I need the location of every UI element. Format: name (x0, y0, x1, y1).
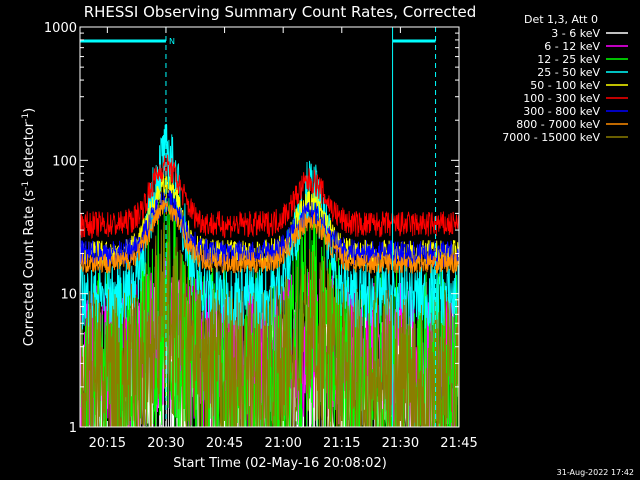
x-tick-label: 21:30 (382, 436, 419, 451)
night-bar-label: N (169, 37, 175, 46)
legend-label: 25 - 50 keV (537, 66, 600, 79)
legend-label: 12 - 25 keV (537, 53, 600, 66)
legend-label: 100 - 300 keV (523, 92, 600, 105)
x-axis-label: Start Time (02-May-16 20:08:02) (173, 456, 387, 471)
legend-label: 7000 - 15000 keV (502, 131, 600, 144)
y-tick-label: 10 (60, 288, 77, 303)
x-tick-label: 20:30 (147, 436, 184, 451)
footer-timestamp: 31-Aug-2022 17:42 (557, 468, 634, 477)
x-tick-label: 21:45 (440, 436, 477, 451)
legend-label: 300 - 800 keV (523, 105, 600, 118)
legend-label: 6 - 12 keV (544, 40, 600, 53)
y-tick-label: 1 (69, 421, 77, 436)
x-tick-label: 20:45 (206, 436, 243, 451)
y-axis: 1 10 100 1000 (44, 21, 459, 436)
x-tick-label: 20:15 (89, 436, 126, 451)
x-tick-label: 21:15 (323, 436, 360, 451)
plot-frame (79, 26, 460, 428)
legend-label: 800 - 7000 keV (516, 118, 600, 131)
y-tick-label: 100 (52, 154, 77, 169)
x-axis: 20:15 20:30 20:45 21:00 21:15 21:30 21:45 (89, 27, 478, 451)
series-line (79, 154, 460, 240)
x-tick-label: 21:00 (264, 436, 301, 451)
chart-title: RHESSI Observing Summary Count Rates, Co… (84, 3, 477, 21)
y-tick-label: 1000 (44, 21, 77, 36)
legend-label: 3 - 6 keV (551, 27, 600, 40)
legend-header: Det 1,3, Att 0 (524, 13, 598, 26)
series-line (79, 222, 460, 428)
y-axis-label: Corrected Count Rate (s-1 detector-1) (21, 108, 37, 346)
series-line (79, 197, 460, 274)
legend-label: 50 - 100 keV (530, 79, 600, 92)
